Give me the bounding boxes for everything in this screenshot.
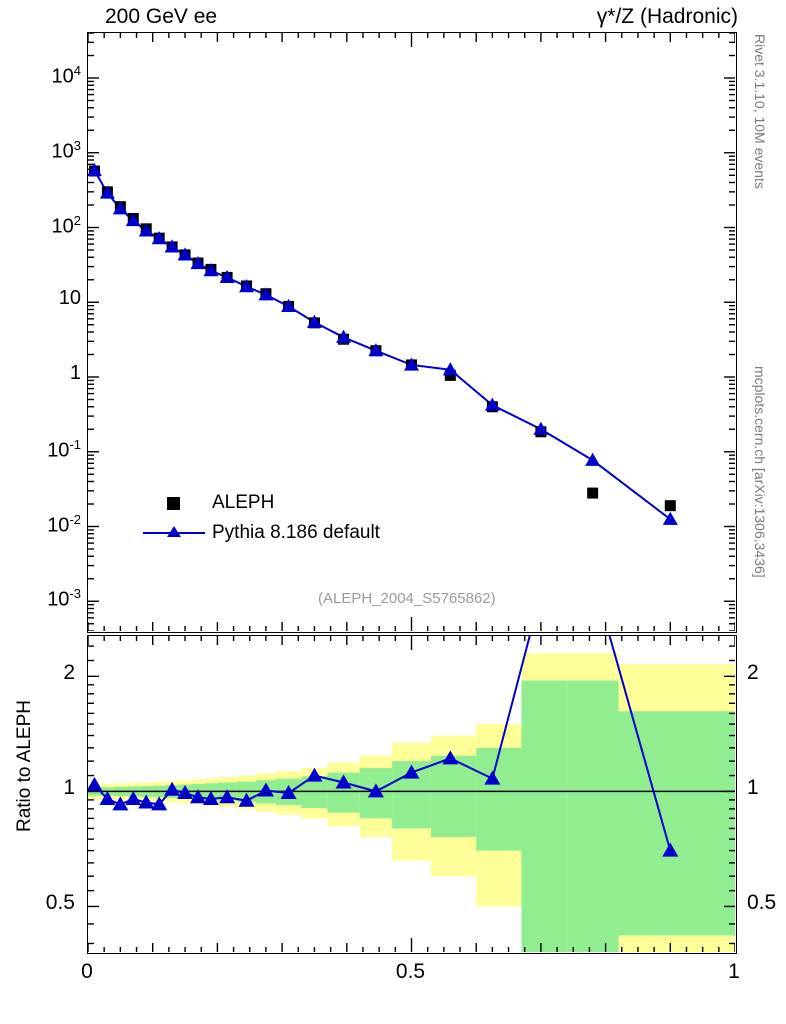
- ratio-y-tick-label: 2: [63, 661, 75, 685]
- mc-marker-triangle: [151, 231, 167, 245]
- legend-triangle-line-icon: [140, 522, 208, 544]
- legend-label: Pythia 8.186 default: [212, 522, 380, 543]
- main-y-tick-label: 10-3: [47, 586, 81, 611]
- x-tick-label: 0: [81, 960, 93, 983]
- mc-marker-triangle: [177, 247, 193, 261]
- ratio-marker-triangle: [138, 794, 155, 809]
- mc-marker-triangle: [662, 511, 678, 525]
- ratio-plot-canvas: [88, 636, 736, 953]
- data-marker-square: [587, 487, 599, 499]
- ratio-y-tick-label: 0.5: [45, 891, 75, 915]
- ratio-marker-triangle: [88, 776, 103, 791]
- main-y-tick-label: 1: [69, 362, 81, 384]
- ratio-marker-triangle: [280, 785, 297, 800]
- mc-marker-triangle: [219, 269, 235, 284]
- ratio-marker-triangle: [177, 785, 194, 800]
- ratio-marker-triangle: [125, 791, 142, 806]
- ratio-y-tick-label: 0.5: [747, 891, 777, 915]
- legend-entry: ALEPH: [140, 488, 380, 518]
- main-y-tick-label: 10: [58, 287, 81, 310]
- main-y-tick-label: 10-1: [47, 436, 81, 462]
- ratio-y-tick-label: 1: [747, 776, 759, 800]
- main-y-tick-label: 103: [51, 137, 81, 163]
- ratio-y-tick-label: 1: [63, 776, 75, 800]
- ratio-marker-triangle: [442, 750, 459, 765]
- mc-marker-triangle: [88, 162, 102, 177]
- mc-marker-triangle: [125, 213, 141, 227]
- ratio-inner-band: [618, 711, 735, 936]
- ratio-marker-triangle: [112, 796, 129, 811]
- ratio-marker-triangle: [367, 783, 384, 798]
- mc-marker-triangle: [368, 343, 384, 357]
- ratio-inner-band: [566, 680, 619, 952]
- mc-marker-triangle: [164, 239, 180, 253]
- main-plot-svg: [88, 33, 735, 631]
- ratio-inner-band: [430, 755, 477, 837]
- ratio-marker-triangle: [238, 792, 255, 807]
- legend-square-icon: [140, 492, 208, 514]
- analysis-watermark: (ALEPH_2004_S5765862): [318, 590, 496, 607]
- ratio-axis-title: Ratio to ALEPH: [14, 700, 35, 833]
- ratio-plot-panel: [87, 635, 737, 954]
- mc-marker-triangle: [138, 223, 154, 237]
- ratio-y-tick-label: 2: [747, 661, 759, 685]
- ratio-marker-triangle: [202, 791, 219, 806]
- mc-marker-triangle: [533, 421, 549, 435]
- ratio-marker-triangle: [403, 764, 420, 779]
- main-y-tick-label: 104: [51, 63, 81, 88]
- ratio-marker-triangle: [662, 842, 679, 857]
- mc-marker-triangle: [258, 287, 274, 301]
- main-y-tick-label: 10-2: [47, 511, 81, 537]
- mc-marker-triangle: [99, 185, 115, 199]
- mc-marker-triangle: [442, 362, 458, 376]
- mc-marker-triangle: [203, 263, 219, 277]
- main-plot-canvas: [88, 33, 736, 632]
- ratio-inner-band: [476, 747, 522, 851]
- mc-marker-triangle: [239, 279, 255, 293]
- ratio-marker-triangle: [151, 796, 168, 811]
- mc-marker-triangle: [585, 452, 601, 466]
- mc-marker-triangle: [306, 314, 322, 328]
- ratio-marker-triangle: [257, 782, 274, 797]
- plot-title-left: 200 GeV ee: [105, 5, 218, 28]
- main-y-tick-label: 102: [51, 212, 81, 238]
- data-marker-square: [664, 500, 676, 512]
- mc-marker-triangle: [281, 298, 297, 313]
- legend-entry: Pythia 8.186 default: [140, 518, 380, 548]
- legend-label: ALEPH: [212, 492, 275, 513]
- ratio-marker-triangle: [306, 767, 323, 782]
- legend: ALEPH Pythia 8.186 default: [140, 488, 380, 548]
- ratio-marker-triangle: [189, 789, 206, 804]
- x-tick-label: 1: [728, 960, 740, 983]
- rivet-version-caption: Rivet 3.1.10, 10M events: [752, 34, 768, 189]
- ratio-marker-triangle: [484, 770, 501, 785]
- x-tick-label: 0.5: [395, 960, 426, 983]
- plot-title-right: γ*/Z (Hadronic): [596, 5, 738, 28]
- ratio-marker-triangle: [164, 781, 181, 796]
- ratio-marker-triangle: [335, 774, 352, 789]
- data-marker-square: [444, 369, 456, 381]
- ratio-inner-band: [521, 680, 567, 952]
- mc-marker-triangle: [112, 201, 128, 215]
- ratio-marker-triangle: [99, 791, 116, 806]
- mc-marker-triangle: [190, 255, 206, 270]
- mcplots-source-caption: mcplots.cern.ch [arXiv:1306.3436]: [752, 366, 768, 578]
- ratio-plot-svg: [88, 636, 735, 952]
- mc-marker-triangle: [336, 329, 352, 343]
- ratio-marker-triangle: [219, 789, 236, 804]
- mc-marker-triangle: [404, 357, 419, 371]
- mc-marker-triangle: [484, 397, 500, 411]
